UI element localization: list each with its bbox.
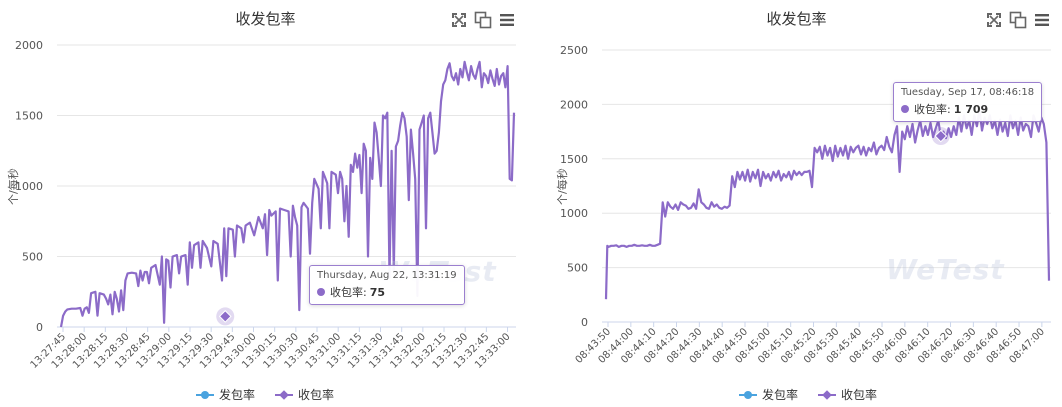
- y-tick-label: 1500: [560, 153, 588, 166]
- expand-icon[interactable]: [450, 11, 468, 29]
- chart-right: 0 500 1000 1500 2000 2500 08:43:50 08:44:00 08:4…: [531, 0, 1062, 407]
- y-tick-label: 2500: [560, 44, 588, 57]
- legend: 发包率 收包率: [739, 386, 877, 403]
- y-tick-label: 1000: [560, 207, 588, 220]
- tooltip-series: 收包率: [914, 103, 947, 116]
- data-view-icon[interactable]: [474, 11, 492, 29]
- legend-diamond-icon: [275, 389, 294, 400]
- y-axis-label: 个/每秒: [556, 168, 569, 205]
- data-view-icon[interactable]: [1009, 11, 1027, 29]
- chart-tooltip: Thursday, Aug 22, 13:31:19 收包率:75: [309, 265, 465, 305]
- tooltip-title: Thursday, Aug 22, 13:31:19: [317, 270, 457, 281]
- chart-left: 0 500 1000 1500 2000 13:27:45 13:28:00 13:28:15…: [7, 10, 516, 403]
- y-tick-label: 1500: [15, 110, 43, 123]
- legend-label: 发包率: [762, 388, 799, 402]
- legend-item-receive[interactable]: 收包率: [818, 386, 877, 403]
- chart-left-plot: 050010001500200013:27:4513:28:0013:28:15…: [15, 39, 516, 371]
- series-line-receive: [604, 108, 1051, 300]
- y-tick-label: 0: [581, 316, 588, 329]
- legend-item-send[interactable]: 发包率: [196, 386, 255, 403]
- legend-label: 收包率: [841, 388, 878, 402]
- y-tick-label: 0: [36, 321, 43, 334]
- legend-circle-icon: [196, 390, 214, 400]
- highlight-point[interactable]: [218, 310, 232, 323]
- y-tick-label: 1000: [15, 180, 43, 193]
- chart-right-plot: 0500100015002000250008:43:5008:44:0008:4…: [560, 44, 1051, 366]
- toolbox: [985, 11, 1051, 29]
- tooltip-series: 收包率: [330, 286, 363, 299]
- series-dot-icon: [317, 288, 325, 296]
- menu-icon[interactable]: [1033, 11, 1051, 29]
- series-line-receive: [59, 60, 516, 328]
- chart-tooltip: Tuesday, Sep 17, 08:46:18 收包率:1 709: [893, 82, 1043, 122]
- tooltip-title: Tuesday, Sep 17, 08:46:18: [901, 87, 1035, 98]
- legend-item-send[interactable]: 发包率: [739, 386, 798, 403]
- expand-icon[interactable]: [985, 11, 1003, 29]
- highlight-point[interactable]: [934, 129, 948, 143]
- y-tick-label: 2000: [15, 39, 43, 52]
- chart-title: 收发包率: [235, 10, 296, 28]
- legend-label: 收包率: [298, 388, 335, 402]
- y-axis-label: 个/每秒: [7, 168, 20, 205]
- chart-title: 收发包率: [766, 10, 827, 28]
- series-dot-icon: [901, 105, 909, 113]
- y-tick-label: 2000: [560, 98, 588, 111]
- toolbox: [450, 11, 516, 29]
- legend-diamond-icon: [818, 389, 837, 400]
- tooltip-value: 75: [369, 285, 386, 299]
- y-tick-label: 500: [567, 262, 588, 275]
- legend-item-receive[interactable]: 收包率: [275, 386, 334, 403]
- tooltip-value: 1 709: [953, 102, 989, 116]
- menu-icon[interactable]: [498, 11, 516, 29]
- legend-label: 发包率: [219, 388, 256, 402]
- legend-circle-icon: [739, 390, 757, 400]
- legend: 发包率 收包率: [196, 386, 334, 403]
- y-tick-label: 500: [22, 251, 43, 264]
